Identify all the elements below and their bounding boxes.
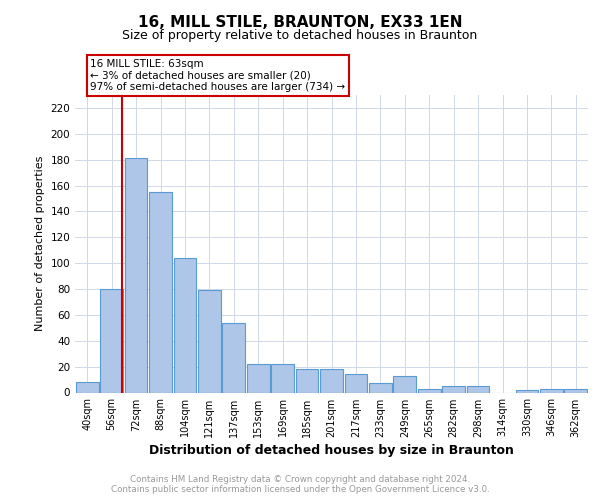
Bar: [296, 369, 319, 392]
Bar: [394, 376, 416, 392]
Bar: [173, 258, 196, 392]
Bar: [76, 382, 98, 392]
Bar: [223, 322, 245, 392]
Bar: [344, 374, 367, 392]
Bar: [247, 364, 269, 392]
X-axis label: Distribution of detached houses by size in Braunton: Distribution of detached houses by size …: [149, 444, 514, 456]
Bar: [198, 290, 221, 392]
Bar: [418, 388, 440, 392]
Bar: [442, 386, 465, 392]
Bar: [565, 388, 587, 392]
Bar: [320, 369, 343, 392]
Text: Contains HM Land Registry data © Crown copyright and database right 2024.
Contai: Contains HM Land Registry data © Crown c…: [110, 474, 490, 494]
Bar: [100, 289, 123, 393]
Bar: [125, 158, 148, 392]
Bar: [467, 386, 490, 392]
Text: 16 MILL STILE: 63sqm
← 3% of detached houses are smaller (20)
97% of semi-detach: 16 MILL STILE: 63sqm ← 3% of detached ho…: [91, 59, 346, 92]
Bar: [540, 388, 563, 392]
Bar: [149, 192, 172, 392]
Bar: [369, 384, 392, 392]
Bar: [271, 364, 294, 392]
Text: Size of property relative to detached houses in Braunton: Size of property relative to detached ho…: [122, 29, 478, 42]
Bar: [515, 390, 538, 392]
Y-axis label: Number of detached properties: Number of detached properties: [35, 156, 45, 332]
Text: 16, MILL STILE, BRAUNTON, EX33 1EN: 16, MILL STILE, BRAUNTON, EX33 1EN: [138, 15, 462, 30]
